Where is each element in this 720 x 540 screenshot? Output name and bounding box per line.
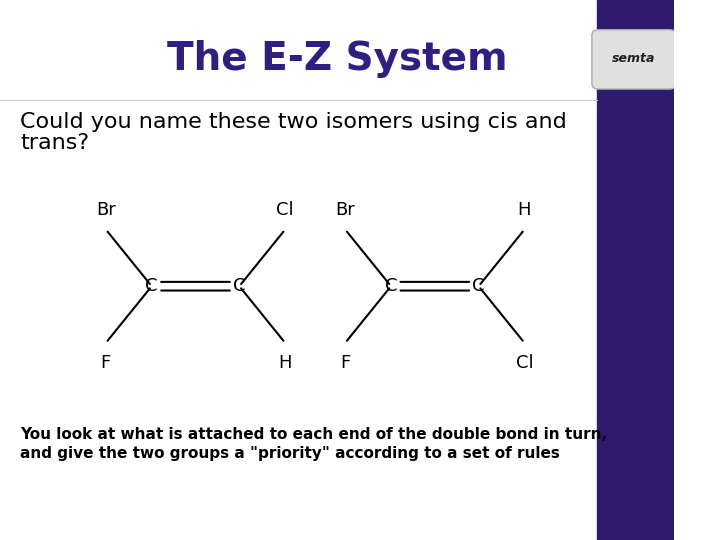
Text: C: C [384,277,397,295]
Text: F: F [101,354,111,372]
Text: and give the two groups a "priority" according to a set of rules: and give the two groups a "priority" acc… [20,446,560,461]
Text: semta: semta [612,52,655,65]
Text: trans?: trans? [20,133,89,153]
Text: You look at what is attached to each end of the double bond in turn,: You look at what is attached to each end… [20,427,608,442]
Text: Br: Br [96,201,116,219]
Text: F: F [340,354,351,372]
Text: H: H [279,354,292,372]
Text: Could you name these two isomers using cis and: Could you name these two isomers using c… [20,111,567,132]
Text: Br: Br [336,201,355,219]
Text: C: C [145,277,158,295]
Bar [597,0,674,540]
Text: C: C [472,277,485,295]
Text: Cl: Cl [276,201,294,219]
FancyBboxPatch shape [592,30,676,89]
Text: The E-Z System: The E-Z System [167,40,508,78]
Text: C: C [233,277,246,295]
Text: H: H [518,201,531,219]
Text: Cl: Cl [516,354,534,372]
